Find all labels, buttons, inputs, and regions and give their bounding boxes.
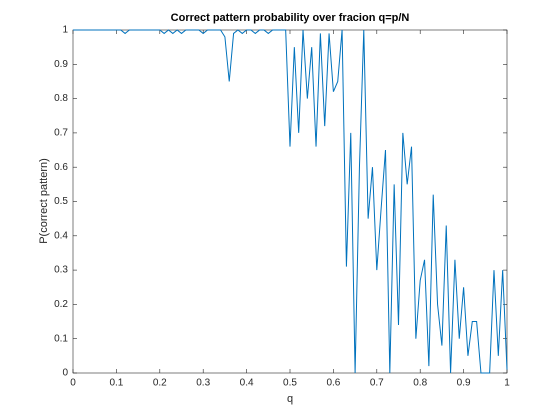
y-tick-label: 1 <box>62 25 68 36</box>
y-tick-label: 0.2 <box>54 299 68 310</box>
y-tick-label: 0.6 <box>54 162 68 173</box>
x-tick-label: 1 <box>504 378 510 389</box>
y-tick-label: 0.9 <box>54 59 68 70</box>
x-axis-label: q <box>287 393 293 405</box>
x-tick-label: 0.3 <box>196 378 210 389</box>
x-tick-label: 0.1 <box>109 378 123 389</box>
x-tick-label: 0.7 <box>370 378 384 389</box>
x-tick-label: 0.4 <box>240 378 254 389</box>
x-tick-label: 0.6 <box>326 378 340 389</box>
x-tick-label: 0.5 <box>283 378 297 389</box>
x-tick-label: 0 <box>70 378 76 389</box>
y-tick-label: 0.7 <box>54 128 68 139</box>
x-tick-label: 0.9 <box>457 378 471 389</box>
y-tick-label: 0 <box>62 368 68 379</box>
y-axis-label: P(correct pattern) <box>38 158 50 244</box>
y-tick-label: 0.1 <box>54 333 68 344</box>
chart-title: Correct pattern probability over fracion… <box>171 12 410 24</box>
y-tick-label: 0.5 <box>54 196 68 207</box>
data-line <box>73 29 508 374</box>
plot-area <box>72 29 508 374</box>
x-tick-label: 0.8 <box>413 378 427 389</box>
y-tick-label: 0.8 <box>54 93 68 104</box>
y-tick-label: 0.4 <box>54 230 68 241</box>
y-tick-label: 0.3 <box>54 265 68 276</box>
x-tick-label: 0.2 <box>153 378 167 389</box>
